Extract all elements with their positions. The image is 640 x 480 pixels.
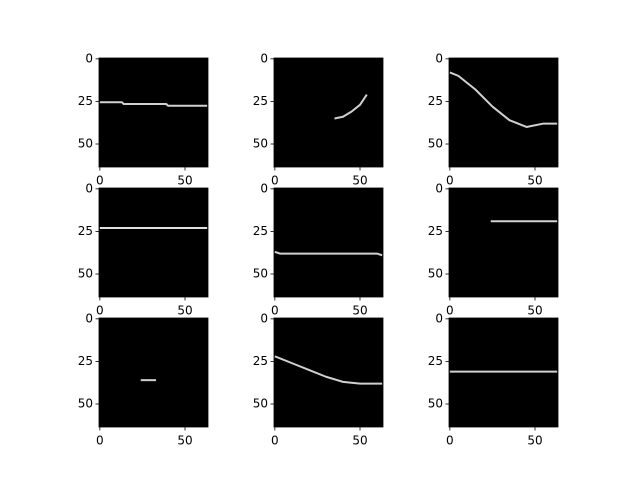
y-tick-label: 25 bbox=[78, 354, 93, 368]
axes-frame bbox=[273, 187, 384, 298]
y-tick-label: 0 bbox=[435, 51, 443, 65]
x-tick-label: 0 bbox=[271, 304, 279, 318]
x-tick-label: 50 bbox=[527, 174, 542, 188]
y-tick-label: 25 bbox=[253, 354, 268, 368]
x-tick-label: 50 bbox=[352, 434, 367, 448]
y-tick-label: 25 bbox=[253, 94, 268, 108]
curve bbox=[99, 101, 208, 107]
y-tick-label: 0 bbox=[435, 311, 443, 325]
x-tick-label: 0 bbox=[96, 304, 104, 318]
x-tick-label: 50 bbox=[177, 174, 192, 188]
axes-frame bbox=[98, 187, 209, 298]
axes-frame bbox=[273, 317, 384, 428]
y-tick-label: 50 bbox=[78, 397, 93, 411]
x-tick-label: 0 bbox=[271, 434, 279, 448]
y-tick-label: 25 bbox=[428, 94, 443, 108]
y-tick-label: 25 bbox=[428, 354, 443, 368]
image-background bbox=[99, 318, 208, 427]
y-tick-label: 25 bbox=[78, 94, 93, 108]
image-background bbox=[449, 188, 558, 297]
image-background bbox=[99, 188, 208, 297]
y-tick-label: 0 bbox=[85, 311, 93, 325]
axes-frame bbox=[448, 317, 559, 428]
y-tick-label: 50 bbox=[253, 267, 268, 281]
curve bbox=[274, 355, 383, 385]
x-tick-label: 0 bbox=[96, 174, 104, 188]
x-tick-label: 0 bbox=[271, 174, 279, 188]
image-background bbox=[274, 318, 383, 427]
image-background bbox=[274, 188, 383, 297]
curve bbox=[449, 71, 558, 128]
x-tick-label: 0 bbox=[446, 304, 454, 318]
y-tick-label: 0 bbox=[260, 181, 268, 195]
y-tick-label: 50 bbox=[428, 267, 443, 281]
y-tick-label: 25 bbox=[78, 224, 93, 238]
x-tick-label: 50 bbox=[352, 304, 367, 318]
image-background bbox=[99, 58, 208, 167]
x-tick-label: 50 bbox=[177, 304, 192, 318]
y-tick-label: 50 bbox=[253, 137, 268, 151]
y-tick-label: 25 bbox=[428, 224, 443, 238]
y-tick-label: 0 bbox=[85, 181, 93, 195]
y-tick-label: 50 bbox=[253, 397, 268, 411]
axes-frame bbox=[273, 57, 384, 168]
y-tick-label: 50 bbox=[78, 137, 93, 151]
y-tick-label: 50 bbox=[428, 137, 443, 151]
y-tick-label: 50 bbox=[428, 397, 443, 411]
x-tick-label: 0 bbox=[446, 434, 454, 448]
y-tick-label: 25 bbox=[253, 224, 268, 238]
y-tick-label: 0 bbox=[435, 181, 443, 195]
x-tick-label: 50 bbox=[352, 174, 367, 188]
curve bbox=[274, 250, 383, 257]
axes-frame bbox=[98, 317, 209, 428]
x-tick-label: 50 bbox=[527, 434, 542, 448]
x-tick-label: 0 bbox=[446, 174, 454, 188]
y-tick-label: 0 bbox=[260, 311, 268, 325]
axes-frame bbox=[448, 187, 559, 298]
image-background bbox=[274, 58, 383, 167]
x-tick-label: 50 bbox=[527, 304, 542, 318]
curve bbox=[334, 94, 368, 120]
axes-frame bbox=[448, 57, 559, 168]
y-tick-label: 0 bbox=[85, 51, 93, 65]
y-tick-label: 50 bbox=[78, 267, 93, 281]
axes-frame bbox=[98, 57, 209, 168]
x-tick-label: 0 bbox=[96, 434, 104, 448]
y-tick-label: 0 bbox=[260, 51, 268, 65]
image-background bbox=[449, 58, 558, 167]
x-tick-label: 50 bbox=[177, 434, 192, 448]
